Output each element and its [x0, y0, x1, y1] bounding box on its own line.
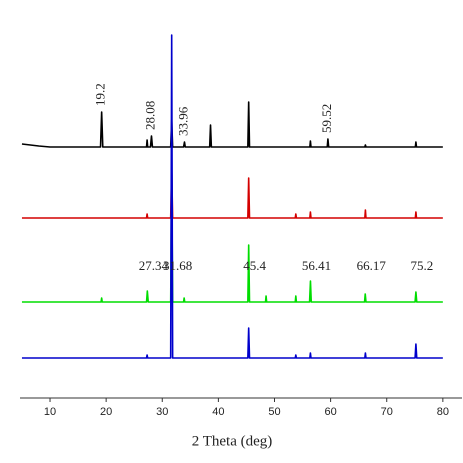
peak-label: 75.2 — [411, 258, 434, 273]
peak-label: 27.34 — [139, 258, 169, 273]
peak-label: 28.08 — [142, 101, 157, 130]
x-tick-label: 80 — [437, 406, 449, 418]
xrd-pattern — [21, 101, 443, 148]
peak-label: 33.96 — [175, 106, 190, 136]
peak-label: 31.68 — [163, 258, 192, 273]
x-tick-label: 20 — [100, 406, 112, 418]
xrd-pattern — [21, 169, 443, 219]
x-tick-label: 50 — [268, 406, 280, 418]
peak-label: 19.2 — [93, 83, 108, 106]
peak-label: 56.41 — [302, 258, 331, 273]
x-tick-label: 10 — [44, 406, 56, 418]
x-axis-title: 2 Theta (deg) — [192, 433, 273, 449]
x-tick-label: 40 — [212, 406, 224, 418]
peak-label: 66.17 — [357, 258, 387, 273]
peak-label: 59.52 — [319, 104, 334, 133]
x-tick-label: 70 — [381, 406, 393, 418]
xrd-pattern — [21, 169, 443, 303]
x-tick-label: 60 — [324, 406, 336, 418]
peak-label: 45.4 — [243, 258, 266, 273]
xrd-pattern — [21, 34, 443, 359]
x-tick-label: 30 — [156, 406, 168, 418]
